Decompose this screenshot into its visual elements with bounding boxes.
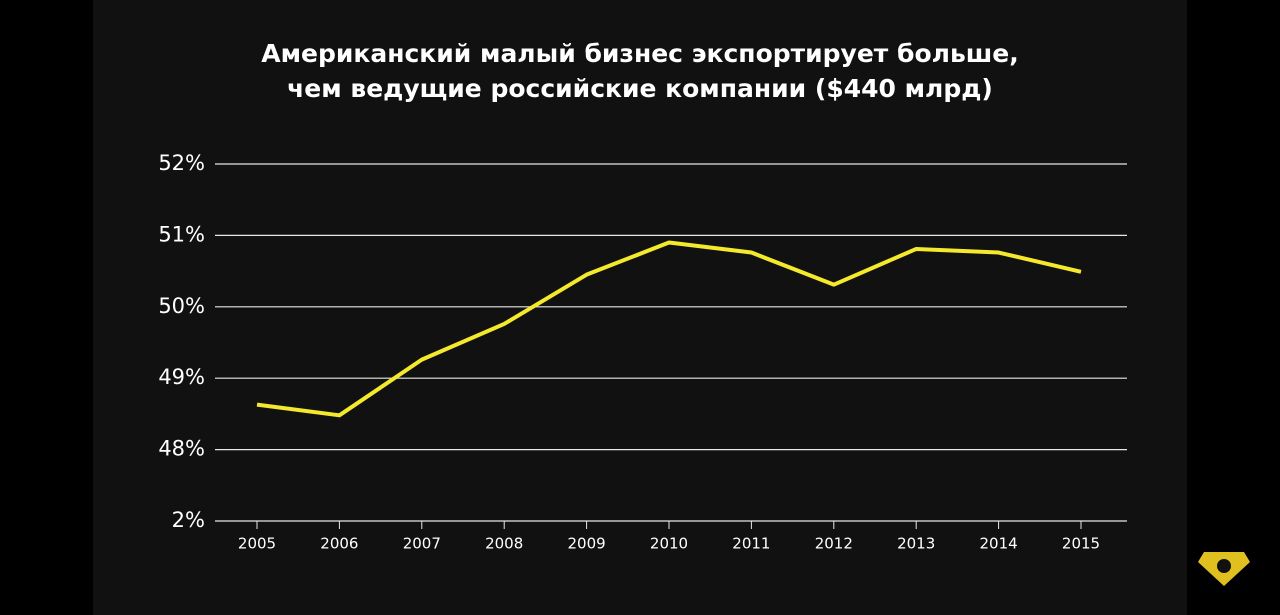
y-tick-label: 48%	[158, 437, 205, 461]
x-tick-label: 2012	[815, 535, 853, 553]
chart-title: Американский малый бизнес экспортирует б…	[261, 39, 1019, 68]
x-tick-label: 2005	[238, 535, 276, 553]
y-tick-label: 52%	[158, 151, 205, 175]
y-tick-label: 49%	[158, 365, 205, 389]
y-tick-label: 51%	[158, 222, 205, 246]
logo	[1198, 552, 1250, 586]
panel	[93, 0, 1187, 615]
x-tick-label: 2014	[980, 535, 1018, 553]
x-tick-label: 2007	[403, 535, 441, 553]
x-tick-label: 2013	[897, 535, 935, 553]
x-tick-label: 2011	[732, 535, 770, 553]
x-tick-label: 2006	[320, 535, 358, 553]
y-tick-label: 50%	[158, 294, 205, 318]
x-tick-label: 2010	[650, 535, 688, 553]
y-tick-label: 2%	[172, 508, 205, 532]
chart-title: чем ведущие российские компании ($440 мл…	[287, 74, 993, 103]
x-tick-label: 2008	[485, 535, 523, 553]
line	[256, 240, 1082, 418]
x-tick-label: 2015	[1062, 535, 1100, 553]
x-tick-label: 2009	[568, 535, 606, 553]
